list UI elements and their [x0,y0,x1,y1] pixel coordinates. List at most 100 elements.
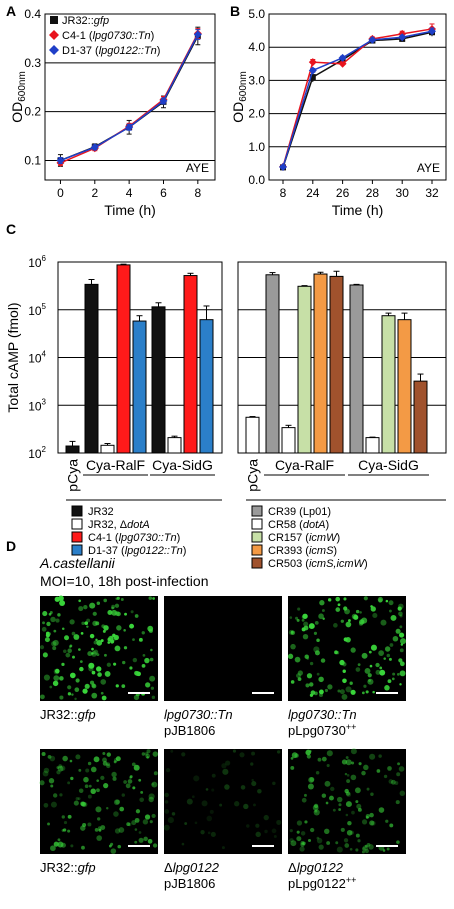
gfp-cell [324,828,330,835]
gfp-cell [79,666,84,672]
gfp-cell [378,807,385,813]
gfp-cell [392,635,399,642]
gfp-cell [44,637,50,643]
gfp-cell [395,628,401,634]
caption2-text: pLpg0122 [288,876,346,891]
gfp-cell [70,844,74,848]
gfp-cell [123,646,128,650]
gfp-cell [112,776,117,781]
point-b [309,74,316,81]
legend-label-c: CR503 (icmS,icmW) [268,558,368,570]
legend-label-c-part: icmW [309,532,338,544]
gfp-cell [107,609,113,615]
legend-label-c-part: ) [364,558,368,570]
gfp-cell [59,695,64,700]
gfp-cell [321,793,327,798]
gfp-cell [121,684,126,688]
gfp-cell [291,752,298,759]
gfp-cell [354,787,361,794]
gfp-cell [253,803,256,807]
ylabel-b: OD600nm [230,71,249,123]
gfp-cell [71,631,76,636]
gfp-cell [71,693,74,696]
gfp-cell [149,675,156,682]
ylabel-b-sub: 600nm [238,71,249,102]
annotation-a: AYE [186,161,209,175]
gfp-cell [68,645,72,649]
gfp-cell [399,661,405,667]
gfp-cell [80,801,87,807]
gfp-cell [357,663,361,667]
image-caption-line1-part: lpg0122 [297,860,344,875]
xtick-label-a: 2 [91,186,98,200]
gfp-cell [49,755,56,762]
legend-label-c-part: ) [336,532,340,544]
gfp-cell [297,677,302,681]
gfp-cell [330,786,335,792]
gfp-cell [56,766,60,769]
gfp-cell [134,817,140,823]
gfp-cell [91,683,97,689]
gfp-cell [337,689,341,693]
gfp-cell [385,599,389,603]
gfp-cell [389,643,394,647]
gfp-cell [363,596,368,601]
gfp-cell [361,770,366,776]
gfp-cell [304,820,308,824]
gfp-cell [316,836,320,840]
gfp-cell [369,753,376,760]
gfp-cell [295,616,299,620]
gfp-cell [110,639,115,644]
gfp-cell [343,637,348,642]
micrograph [40,596,158,701]
ylabel-a-sub: 600nm [17,71,28,102]
gfp-cell [78,788,84,794]
gfp-cell [380,619,387,626]
gfp-cell [234,801,240,807]
gfp-cell [370,792,374,796]
gfp-cell [316,638,320,643]
gfp-cell [357,807,362,812]
legend-swatch-c [71,531,83,543]
legend-label-c: CR157 (icmW) [268,532,340,544]
gfp-cell [151,782,155,786]
gfp-cell [150,686,155,690]
gfp-cell [151,781,158,788]
gfp-cell [366,787,370,791]
xtick-label-b: 8 [280,186,287,200]
gfp-cell [88,662,95,669]
gfp-cell [306,754,311,759]
gfp-cell [134,614,139,618]
gfp-cell [326,841,331,845]
gfp-cell [142,819,149,825]
gfp-cell [388,779,394,784]
gfp-cell [132,638,135,641]
gfp-cell [346,779,351,783]
bar-right [245,416,260,454]
gfp-cell [69,644,73,648]
gfp-cell [349,681,353,685]
gfp-cell [306,657,310,660]
group-label-c: pCya [245,459,261,492]
gfp-cell [390,614,397,621]
gfp-cell [152,751,159,757]
panel-d-title: A.castellanii [39,555,116,571]
gfp-cell [257,788,262,794]
gfp-cell [67,685,72,690]
gfp-cell [138,837,144,843]
gfp-cell [303,793,307,797]
gfp-cell [255,831,261,838]
gfp-cell [378,650,385,657]
gfp-cell [62,828,67,832]
gfp-cell [350,748,357,755]
gfp-cell [355,833,360,838]
gfp-cell [370,644,377,651]
legend-swatch-c [71,505,83,517]
gfp-cell [345,621,352,628]
gfp-cell [151,813,156,819]
gfp-cell [103,598,108,603]
group-label-c: Cya-SidG [152,457,213,473]
gfp-cell [341,693,348,700]
gfp-cell [116,611,121,617]
gfp-cell [207,831,211,835]
